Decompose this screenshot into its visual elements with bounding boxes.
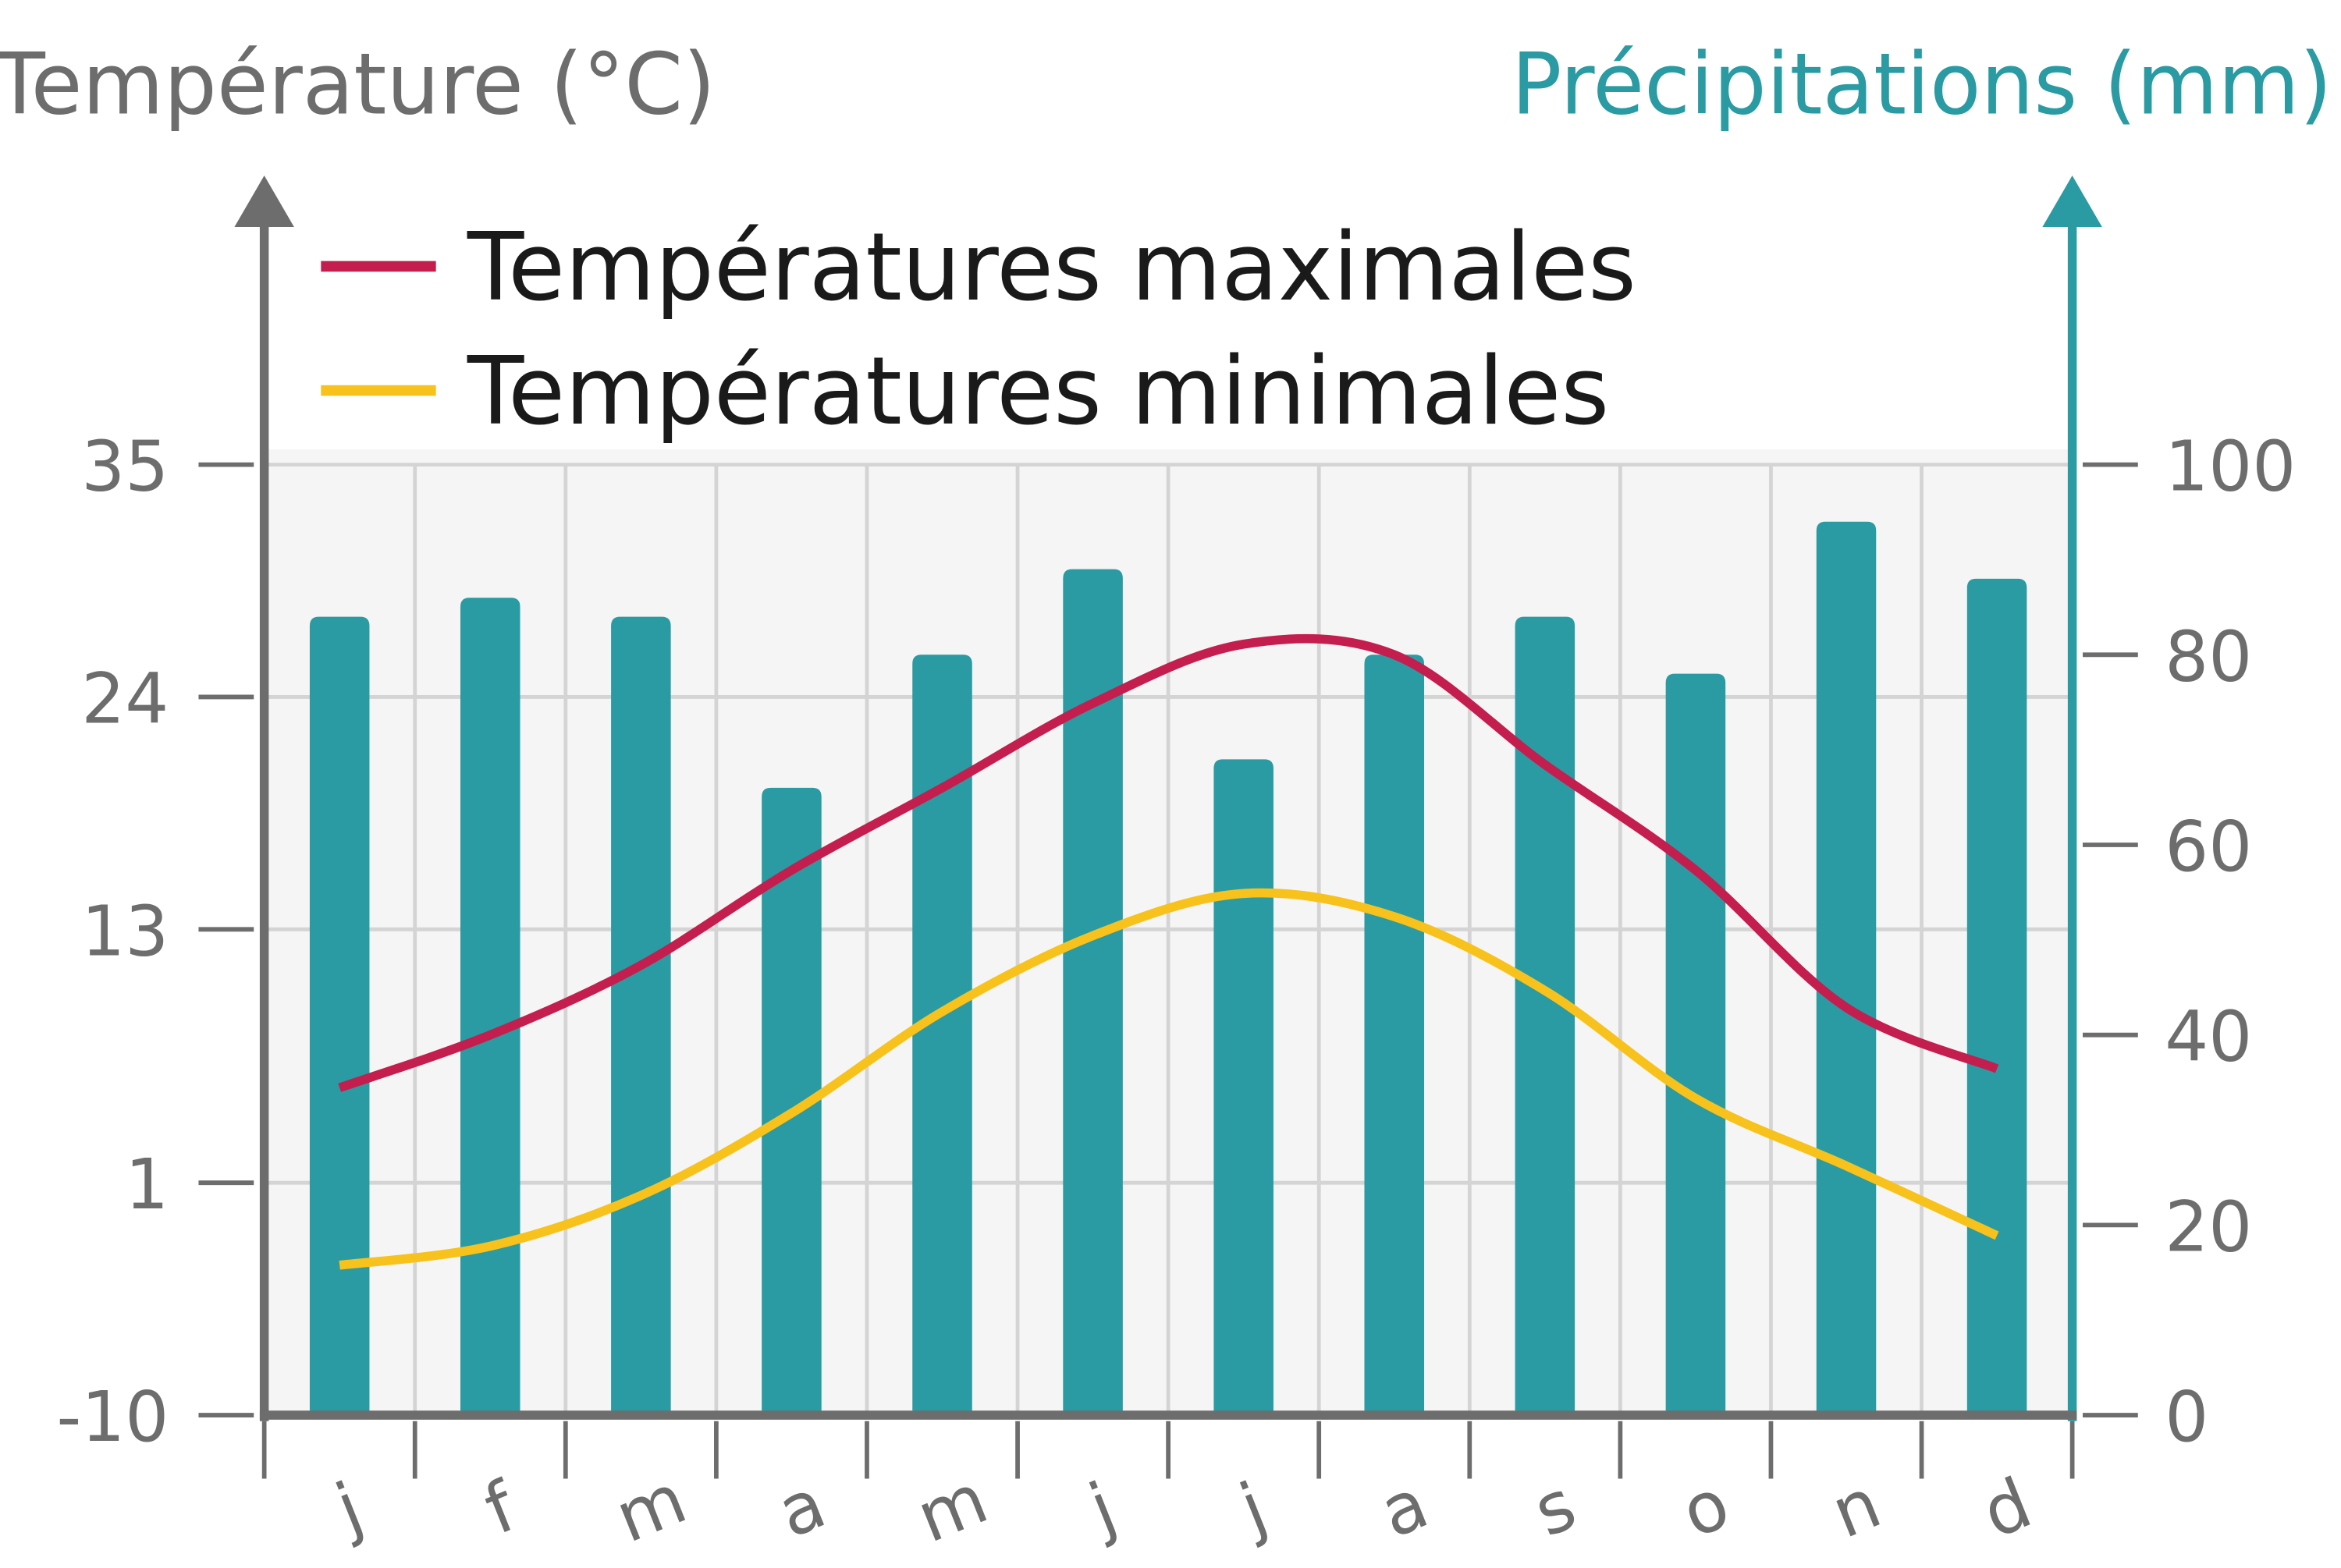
line <box>338 633 1999 1092</box>
y2-tick-label: 0 <box>2165 1376 2208 1457</box>
y-axis-arrow <box>234 176 294 228</box>
bar <box>912 655 972 1416</box>
bar <box>460 598 520 1416</box>
x-tick-label: j <box>1078 1467 1127 1550</box>
bar <box>1515 616 1575 1416</box>
bar <box>1665 673 1726 1416</box>
legend-label: Températures minimales <box>467 337 1609 446</box>
y2-tick-label: 80 <box>2165 616 2252 697</box>
x-tick-label: a <box>1369 1463 1438 1554</box>
bar <box>611 616 671 1416</box>
legend-label: Températures maximales <box>467 213 1636 322</box>
bar <box>1063 569 1123 1416</box>
x-tick-label: o <box>1671 1463 1739 1554</box>
y2-tick-label: 60 <box>2165 806 2252 887</box>
y-tick-label: 1 <box>125 1144 169 1226</box>
y2-axis-arrow <box>2042 176 2102 228</box>
x-tick-label: s <box>1523 1463 1586 1552</box>
y-axis-title: Température (°C) <box>0 36 716 134</box>
y2-tick-label: 20 <box>2165 1187 2252 1268</box>
x-tick-label: j <box>324 1467 373 1550</box>
y-tick-label: -10 <box>56 1376 169 1457</box>
bar <box>762 787 822 1416</box>
x-tick-label: a <box>767 1463 836 1554</box>
x-tick-label: m <box>605 1458 697 1559</box>
bar <box>1966 578 2027 1416</box>
y2-axis-title: Précipitations (mm) <box>1512 36 2332 134</box>
y-tick-label: 35 <box>81 426 169 507</box>
x-tick-label: j <box>1228 1467 1277 1550</box>
y2-tick-label: 100 <box>2165 426 2296 507</box>
y-tick-label: 24 <box>81 658 169 740</box>
x-tick-label: m <box>906 1458 998 1559</box>
bar <box>1816 521 1877 1416</box>
x-tick-label: f <box>474 1466 528 1551</box>
line <box>339 888 1999 1270</box>
x-tick-label: n <box>1821 1463 1892 1554</box>
bar <box>1213 759 1274 1416</box>
bar <box>1364 655 1425 1416</box>
x-tick-label: d <box>1972 1463 2042 1554</box>
y-tick-label: 13 <box>81 891 169 972</box>
y2-tick-label: 40 <box>2165 996 2252 1077</box>
bar <box>309 616 370 1416</box>
